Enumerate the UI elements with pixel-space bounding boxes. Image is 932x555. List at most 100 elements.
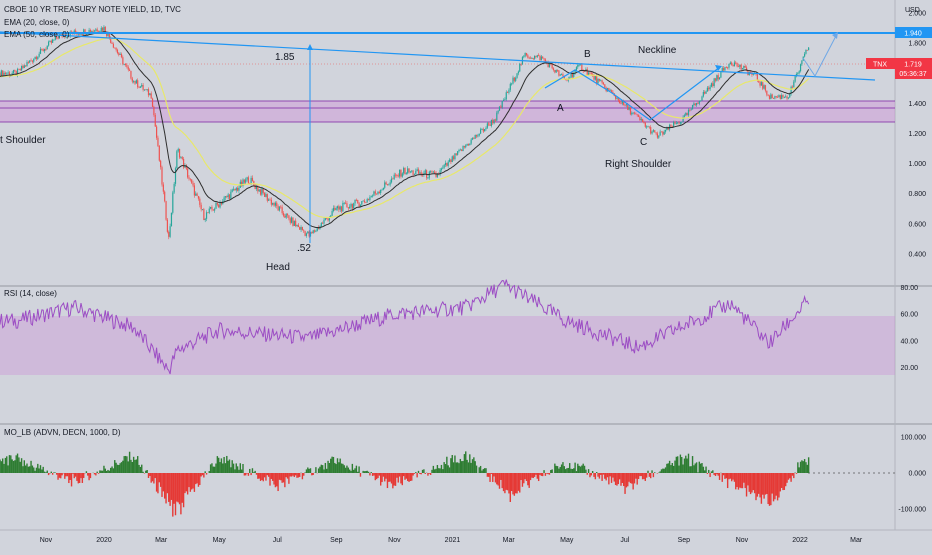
candle — [340, 206, 341, 209]
mo-bar — [476, 466, 477, 473]
mo-bar — [345, 468, 346, 473]
mo-bar — [164, 473, 165, 499]
mo-bar — [245, 473, 246, 475]
mo-bar — [161, 473, 162, 497]
mo-bar — [723, 473, 724, 475]
candle — [515, 78, 516, 81]
candle — [191, 179, 192, 182]
mo-bar — [149, 473, 150, 476]
candle — [549, 63, 550, 67]
candle — [361, 201, 362, 204]
candle — [556, 70, 557, 72]
mo-bar — [627, 473, 628, 486]
candle — [160, 161, 161, 167]
mo-bar — [165, 473, 166, 503]
candle — [654, 130, 655, 132]
candle — [147, 89, 148, 90]
ema20-legend[interactable]: EMA (20, close, 0) — [4, 18, 70, 27]
candle — [799, 71, 800, 73]
ema50-legend[interactable]: EMA (50, close, 0) — [4, 30, 70, 39]
candle — [719, 78, 720, 80]
mo-bar — [523, 473, 524, 483]
rsi-legend[interactable]: RSI (14, close) — [4, 289, 57, 298]
candle — [117, 50, 118, 53]
candle — [209, 209, 210, 213]
mo-bar — [350, 471, 351, 473]
mo-bar — [24, 460, 25, 473]
mo-bar — [750, 473, 751, 494]
candle — [356, 200, 357, 201]
mo-legend[interactable]: MO_LB (ADVN, DECN, 1000, D) — [4, 428, 121, 437]
mo-bar — [458, 463, 459, 473]
candle — [801, 60, 802, 64]
candle — [458, 150, 459, 151]
mo-bar — [379, 473, 380, 476]
candle — [357, 200, 358, 203]
candle — [780, 95, 781, 99]
candle — [217, 203, 218, 205]
candle — [246, 177, 247, 179]
candle — [175, 168, 176, 184]
candle — [773, 98, 774, 99]
candle — [633, 113, 634, 114]
candle — [300, 227, 301, 230]
mo-bar — [743, 473, 744, 483]
mo-bar — [206, 473, 207, 475]
mo-bar — [792, 473, 793, 476]
mo-bar — [383, 473, 384, 477]
price-axis[interactable]: 2.0001.8001.6001.4001.2001.0000.8000.600… — [898, 11, 926, 514]
mo-bar — [281, 473, 282, 483]
mo-bar — [592, 471, 593, 473]
price-tick: 0.600 — [908, 221, 926, 228]
candle — [511, 84, 512, 85]
mo-bar — [333, 457, 334, 473]
candle — [643, 122, 644, 123]
mo-bar — [450, 458, 451, 473]
candle — [391, 179, 392, 183]
candle — [45, 49, 46, 50]
mo-bar — [632, 473, 633, 489]
mo-bar — [365, 471, 366, 473]
mo-bar — [547, 473, 548, 474]
mo-bar — [121, 462, 122, 473]
candle — [649, 126, 650, 127]
mo-bar — [439, 468, 440, 473]
mo-bar — [670, 465, 671, 473]
candle — [789, 94, 790, 98]
mo-bar — [626, 473, 627, 487]
mo-bar — [171, 473, 172, 500]
mo-bar — [16, 455, 17, 473]
candle — [325, 218, 326, 220]
mo-bar — [576, 471, 577, 473]
price-tick: 1.400 — [908, 101, 926, 108]
mo-bar — [385, 473, 386, 479]
candle — [252, 178, 253, 181]
mo-bar — [214, 467, 215, 473]
candle — [298, 225, 299, 227]
mo-bar — [80, 473, 81, 478]
candle — [629, 107, 630, 110]
mo-bar — [330, 459, 331, 473]
mo-bar — [550, 470, 551, 473]
time-tick: Jul — [620, 537, 629, 544]
candle — [471, 140, 472, 144]
mo-bar — [105, 469, 106, 473]
candle — [116, 48, 117, 50]
mo-bar — [275, 473, 276, 487]
mo-bar — [669, 461, 670, 473]
mo-bar — [527, 473, 528, 485]
candle — [693, 103, 694, 105]
mo-bar — [593, 473, 594, 477]
candle — [148, 89, 149, 95]
mo-bar — [585, 470, 586, 473]
candle — [624, 105, 625, 106]
mo-bar — [642, 473, 643, 479]
mo-bar — [755, 473, 756, 500]
candle — [716, 75, 717, 81]
symbol-title[interactable]: CBOE 10 YR TREASURY NOTE YIELD, 1D, TVC — [4, 5, 181, 14]
mo-bar — [182, 473, 183, 503]
candle — [781, 95, 782, 99]
candle — [753, 74, 754, 75]
